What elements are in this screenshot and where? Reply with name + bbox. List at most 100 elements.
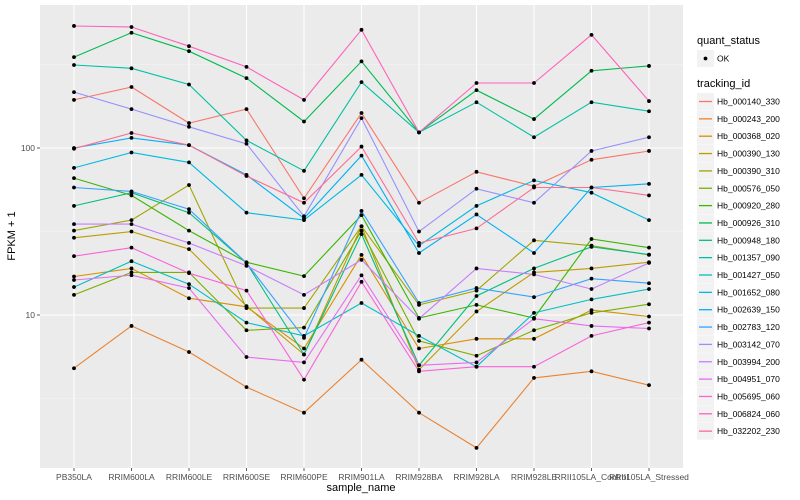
data-point bbox=[589, 333, 594, 338]
data-point bbox=[474, 446, 479, 450]
data-point bbox=[129, 66, 134, 71]
data-point bbox=[129, 30, 134, 35]
data-points bbox=[72, 24, 651, 450]
data-point bbox=[129, 266, 134, 271]
data-point bbox=[474, 266, 479, 271]
legend-item-label: Hb_006824_060 bbox=[717, 409, 780, 419]
data-point bbox=[187, 282, 191, 287]
data-point bbox=[244, 328, 249, 333]
data-point bbox=[474, 336, 479, 341]
data-point bbox=[187, 247, 191, 252]
data-point bbox=[647, 261, 651, 265]
data-point bbox=[244, 138, 249, 143]
data-point bbox=[302, 325, 306, 330]
data-point bbox=[129, 245, 134, 250]
x-tick-label: RRII105LA_Control bbox=[555, 472, 629, 482]
data-point bbox=[302, 119, 306, 124]
data-point bbox=[589, 32, 594, 37]
x-tick-label: RRIM928LA bbox=[453, 472, 500, 482]
legend-shape-label: OK bbox=[717, 54, 730, 64]
y-tick-label: 10 bbox=[26, 310, 36, 320]
data-point bbox=[589, 297, 594, 302]
data-point bbox=[72, 292, 76, 297]
data-point bbox=[187, 143, 191, 148]
data-point bbox=[589, 157, 594, 162]
data-point bbox=[72, 166, 76, 170]
data-point bbox=[359, 213, 364, 218]
data-point bbox=[72, 228, 76, 233]
data-point bbox=[129, 218, 134, 223]
data-point bbox=[72, 176, 76, 181]
data-point bbox=[474, 212, 479, 217]
data-point bbox=[647, 193, 651, 198]
data-point bbox=[72, 90, 76, 95]
data-point bbox=[532, 266, 536, 271]
data-point bbox=[589, 310, 594, 315]
data-point bbox=[244, 76, 249, 81]
grid bbox=[40, 5, 683, 468]
legend-item-label: Hb_003994_200 bbox=[717, 357, 780, 367]
data-point bbox=[129, 150, 134, 155]
data-point bbox=[647, 252, 651, 257]
data-point bbox=[589, 266, 594, 271]
legend-item-label: Hb_000368_020 bbox=[717, 131, 780, 141]
data-point bbox=[359, 144, 364, 149]
data-point bbox=[474, 294, 479, 298]
data-point bbox=[589, 287, 594, 291]
data-point bbox=[187, 49, 191, 54]
data-point bbox=[532, 316, 536, 321]
data-point bbox=[72, 63, 76, 67]
data-point bbox=[589, 276, 594, 281]
legend-item-label: Hb_000926_310 bbox=[717, 218, 780, 228]
data-point bbox=[72, 185, 76, 190]
legend-item-label: Hb_000390_310 bbox=[717, 166, 780, 176]
data-point bbox=[647, 99, 651, 103]
data-point bbox=[474, 88, 479, 93]
data-point bbox=[72, 146, 76, 151]
legend-item-label: Hb_002639_150 bbox=[717, 305, 780, 315]
data-point bbox=[589, 68, 594, 73]
y-tick-label: 100 bbox=[21, 143, 35, 153]
legend-item-label: Hb_002783_120 bbox=[717, 322, 780, 332]
data-point bbox=[589, 324, 594, 328]
legend-item-label: Hb_000390_130 bbox=[717, 149, 780, 159]
data-point bbox=[187, 44, 191, 49]
data-point bbox=[417, 229, 421, 234]
data-point bbox=[417, 338, 421, 343]
data-point bbox=[187, 271, 191, 276]
data-point bbox=[417, 346, 421, 351]
data-point bbox=[532, 295, 536, 299]
data-point bbox=[302, 335, 306, 340]
data-point bbox=[244, 288, 249, 293]
data-point bbox=[532, 238, 536, 243]
data-point bbox=[129, 270, 134, 275]
data-point bbox=[129, 222, 134, 227]
data-point bbox=[244, 210, 249, 215]
data-point bbox=[302, 168, 306, 173]
data-point bbox=[474, 100, 479, 105]
data-point bbox=[187, 207, 191, 212]
data-point bbox=[359, 224, 364, 229]
data-point bbox=[647, 109, 651, 114]
x-tick-label: RRIM928BA bbox=[395, 472, 443, 482]
data-point bbox=[302, 200, 306, 205]
data-point bbox=[532, 364, 536, 369]
data-point bbox=[359, 357, 364, 362]
data-point bbox=[589, 308, 594, 312]
data-point bbox=[532, 336, 536, 341]
data-point bbox=[474, 360, 479, 365]
data-point bbox=[532, 251, 536, 255]
data-point bbox=[532, 178, 536, 183]
data-point bbox=[647, 64, 651, 68]
data-point bbox=[474, 204, 479, 208]
legend-item-label: Hb_000243_200 bbox=[717, 114, 780, 124]
data-point bbox=[244, 320, 249, 325]
legend-item-label: Hb_000948_180 bbox=[717, 235, 780, 245]
data-point bbox=[589, 237, 594, 241]
data-point bbox=[187, 183, 191, 187]
data-point bbox=[474, 169, 479, 174]
legend-shape-title: quant_status bbox=[697, 35, 760, 47]
data-point bbox=[302, 196, 306, 201]
legend-item-label: Hb_032202_230 bbox=[717, 426, 780, 436]
